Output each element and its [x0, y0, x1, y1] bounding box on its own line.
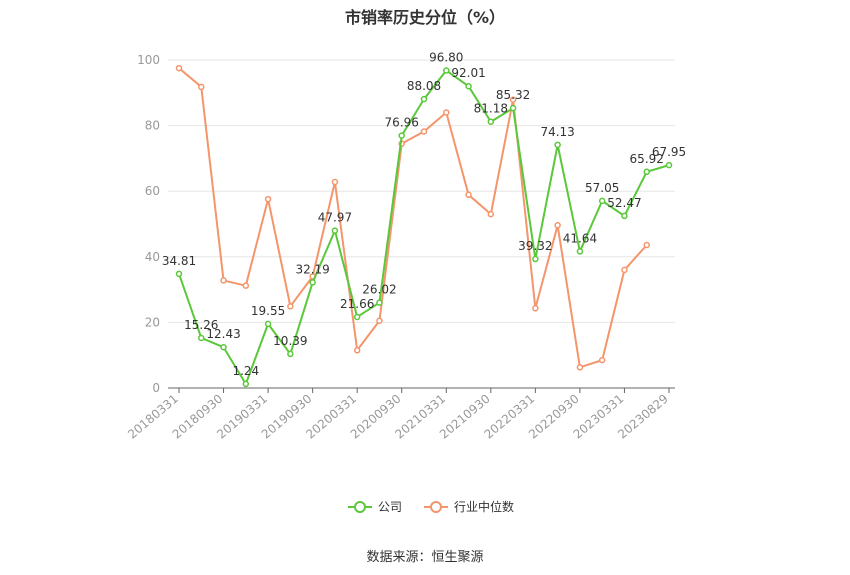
y-tick-label: 80: [145, 119, 160, 133]
company-point: [509, 104, 517, 112]
data-label: 92.01: [451, 66, 485, 80]
y-tick-label: 100: [137, 53, 160, 67]
industry-median-point: [331, 178, 339, 186]
data-label: 41.64: [563, 231, 597, 245]
data-label: 96.80: [429, 50, 463, 64]
data-label: 26.02: [362, 283, 396, 297]
grid-lines: [168, 59, 675, 323]
data-label: 10.39: [273, 334, 307, 348]
company-point: [264, 320, 272, 328]
data-label: 12.43: [206, 327, 240, 341]
y-tick-label: 20: [145, 315, 160, 329]
industry-median-point: [220, 277, 227, 284]
data-label: 81.18: [474, 102, 508, 116]
industry-median-point: [175, 64, 183, 72]
data-label: 57.05: [585, 181, 619, 195]
data-label: 39.32: [518, 239, 552, 253]
y-tick-label: 40: [145, 250, 160, 264]
data-label: 88.08: [407, 79, 441, 93]
company-point: [554, 141, 561, 149]
data-label: 52.47: [607, 196, 641, 210]
data-label: 1.24: [232, 364, 259, 378]
company-point: [198, 334, 205, 342]
industry-median-point: [443, 109, 450, 116]
data-label: 47.97: [318, 211, 352, 225]
data-label: 32.19: [295, 262, 329, 276]
series-line-industry-median: [178, 67, 648, 369]
company-point: [353, 313, 361, 321]
data-label: 67.95: [652, 145, 686, 159]
data-label: 65.92: [630, 152, 664, 166]
company-point: [242, 380, 250, 388]
industry-median-point: [554, 222, 561, 229]
data-source-note: 数据来源：恒生聚源: [366, 550, 484, 565]
industry-median-point: [198, 83, 205, 91]
legend-item-company[interactable]: 公司: [378, 500, 402, 514]
company-point: [443, 67, 450, 74]
company-point: [621, 212, 628, 220]
industry-median-point: [287, 303, 294, 310]
company-point: [576, 248, 584, 255]
company-point: [487, 118, 495, 125]
legend-marker: [354, 501, 366, 513]
series-line-company: [178, 69, 670, 385]
company-point: [532, 255, 539, 263]
company-point: [598, 197, 606, 205]
company-point: [331, 227, 339, 234]
legend-marker: [430, 501, 442, 513]
company-point: [465, 82, 472, 90]
industry-median-point: [487, 210, 495, 218]
company-point: [398, 132, 405, 139]
data-label: 34.81: [162, 254, 196, 268]
industry-median-point: [353, 347, 361, 354]
industry-median-point: [643, 241, 650, 249]
company-point: [220, 343, 227, 351]
industry-median-point: [621, 266, 628, 274]
legend[interactable]: 公司 行业中位数: [348, 499, 514, 514]
industry-median-point: [576, 364, 584, 371]
y-tick-label: 0: [152, 381, 160, 395]
legend-item-industry-median[interactable]: 行业中位数: [454, 499, 514, 514]
company-point: [643, 168, 650, 176]
data-label: 21.66: [340, 297, 374, 311]
industry-median-point: [598, 356, 606, 364]
data-label: 74.13: [540, 125, 574, 139]
company-point: [309, 279, 316, 286]
y-tick-label: 60: [145, 184, 160, 198]
y-axis: 0 20 40 60 80 100: [137, 53, 160, 395]
company-point: [287, 350, 294, 358]
industry-median-point: [242, 282, 250, 289]
series-layer: [175, 64, 673, 388]
company-point: [175, 270, 183, 278]
data-label: 19.55: [251, 304, 285, 318]
chart-title: 市销率历史分位（%）: [344, 8, 506, 27]
data-label: 76.96: [385, 116, 419, 130]
industry-median-point: [465, 191, 472, 199]
company-point: [420, 95, 428, 103]
data-label: 85.32: [496, 88, 530, 102]
company-point: [665, 161, 673, 169]
x-axis: 2018033120180930201903312019093020200331…: [125, 387, 675, 442]
industry-median-point: [420, 128, 428, 135]
industry-median-point: [376, 317, 383, 325]
industry-median-point: [532, 305, 539, 312]
industry-median-point: [509, 96, 517, 103]
company-point: [376, 299, 383, 306]
industry-median-point: [264, 195, 272, 203]
data-label: 15.26: [184, 318, 218, 332]
